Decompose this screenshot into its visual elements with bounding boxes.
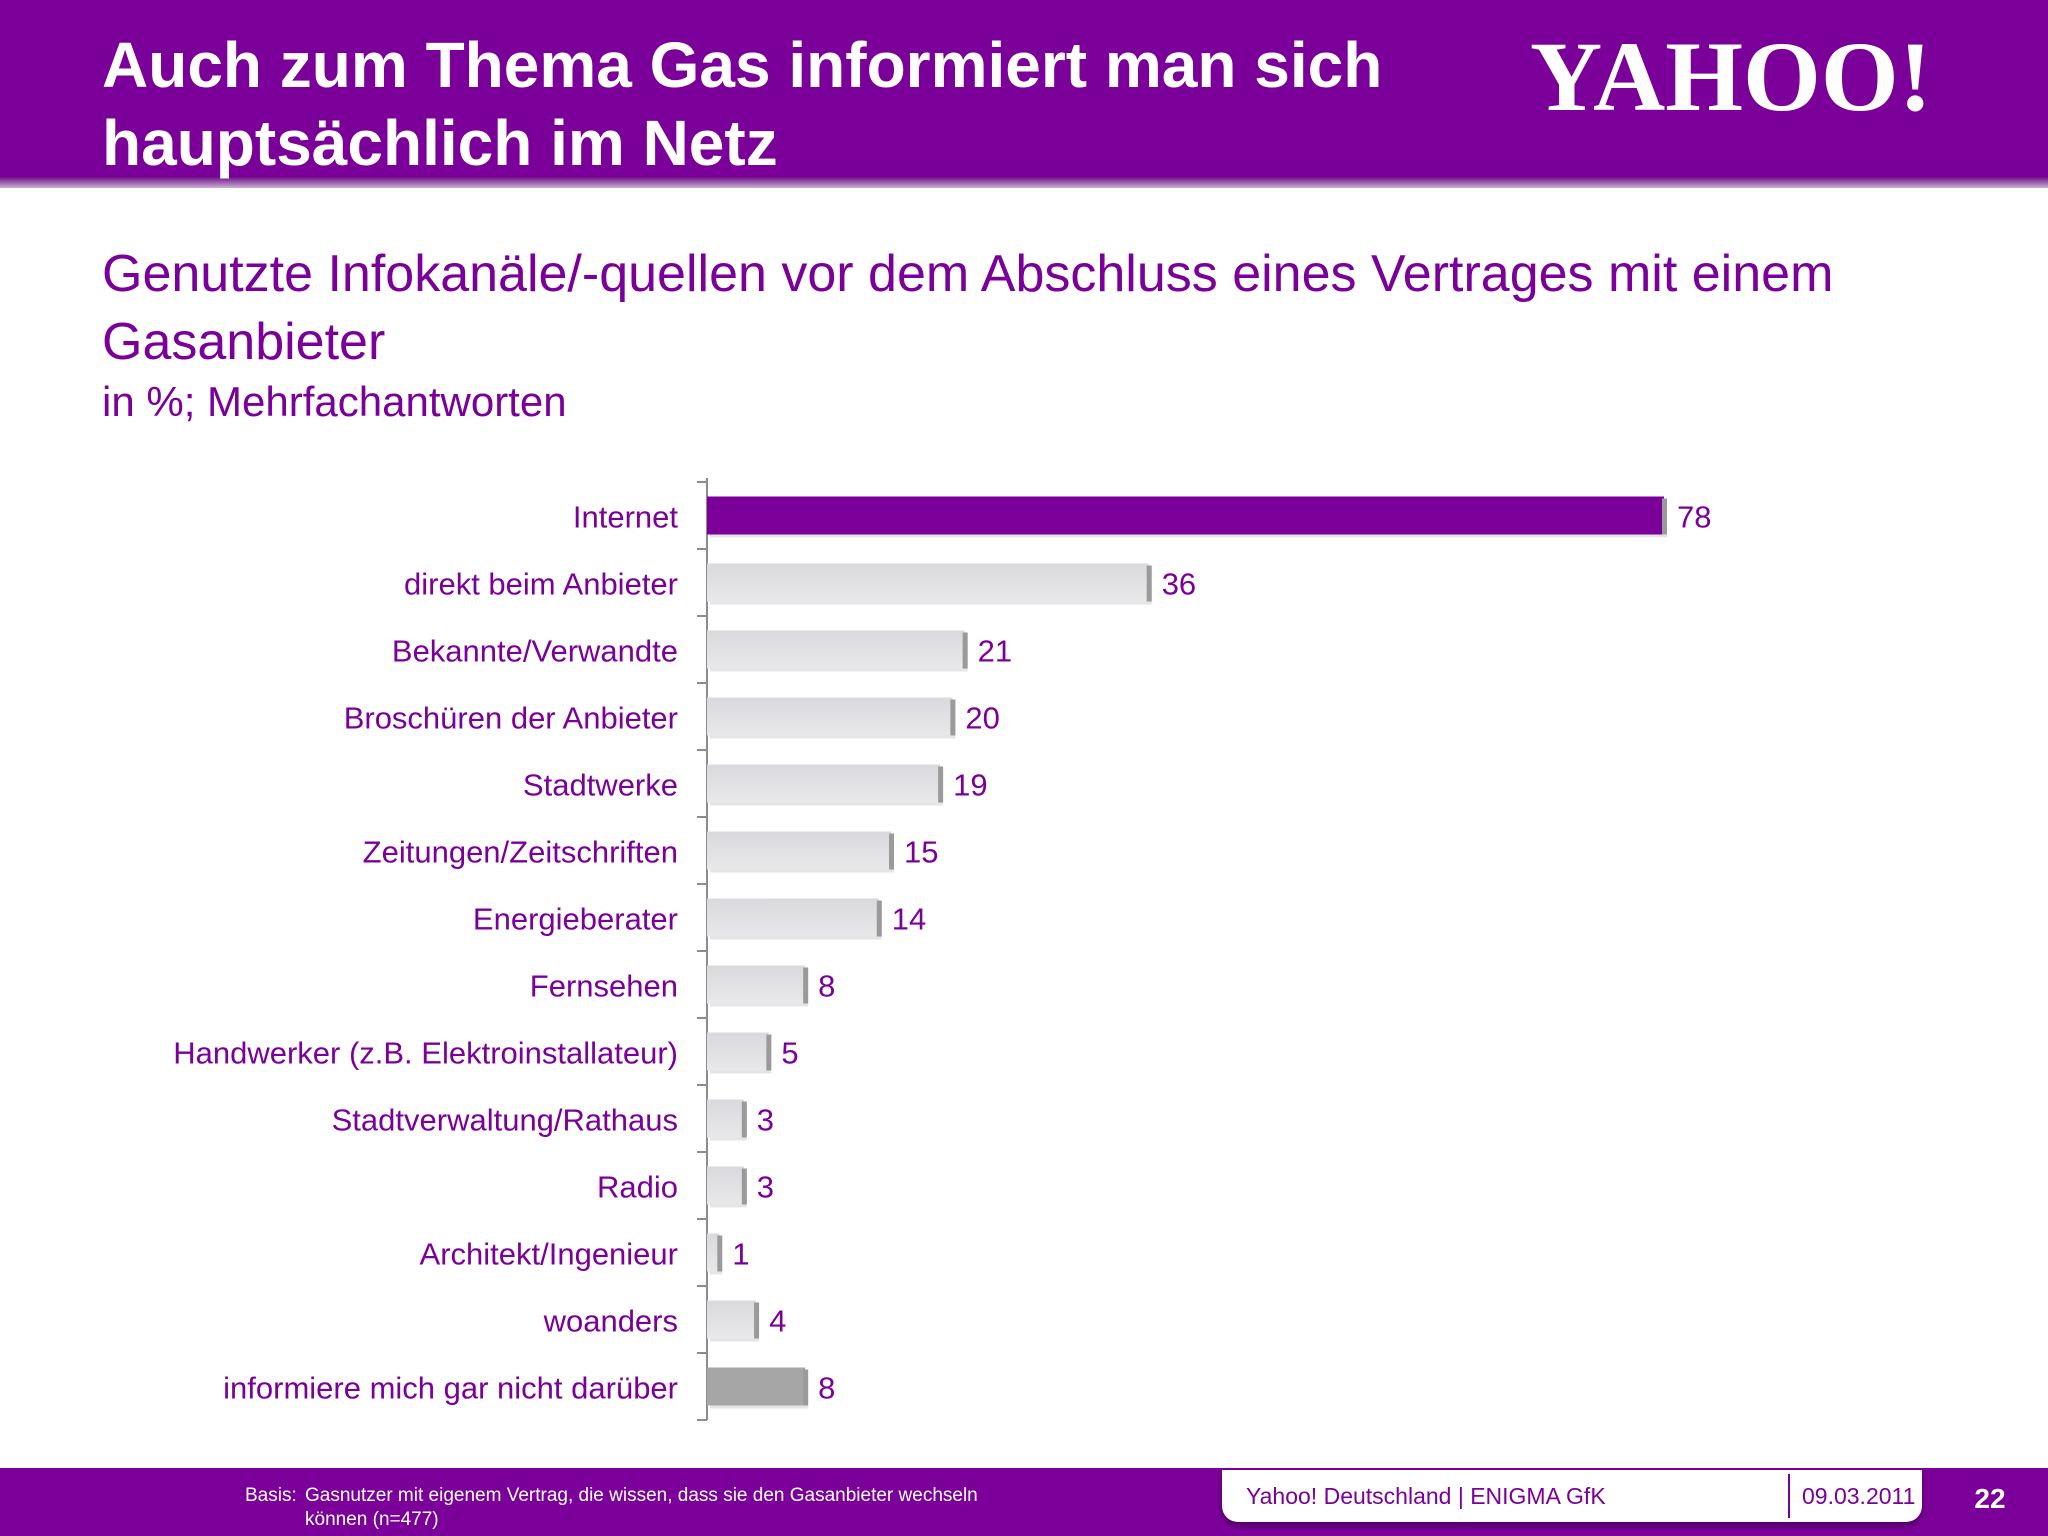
- bar-end-shade: [717, 1235, 723, 1272]
- yahoo-logo: YAHOO!: [1530, 21, 1932, 132]
- bar: [707, 697, 953, 736]
- category-label: Bekannte/Verwandte: [392, 634, 678, 669]
- bar: [707, 1166, 744, 1205]
- bar-end-shade: [754, 1302, 760, 1339]
- bar: [707, 1099, 744, 1138]
- category-label: Handwerker (z.B. Elektroinstallateur): [173, 1036, 678, 1071]
- bar-end-shade: [741, 1168, 747, 1205]
- bar-end-shade: [1662, 498, 1667, 535]
- basis-text: Gasnutzer mit eigenem Vertrag, die wisse…: [305, 1485, 978, 1530]
- bar: [707, 764, 941, 803]
- chart-subheading: in %; Mehrfachantworten: [102, 378, 567, 425]
- bar-chart: Internet 78 direkt beim Anbieter 36 Bekannte…: [173, 478, 1711, 1421]
- bar: [707, 1367, 806, 1406]
- data-label: 21: [978, 634, 1012, 669]
- page-title: Auch zum Thema Gas informiert man sich h…: [102, 29, 1383, 179]
- category-label: Zeitungen/Zeitschriften: [363, 835, 678, 870]
- data-label: 8: [818, 1371, 835, 1406]
- category-label: Internet: [573, 500, 679, 535]
- bar: [707, 831, 892, 870]
- category-label: informiere mich gar nicht darüber: [223, 1371, 678, 1406]
- chart-heading: Genutzte Infokanäle/-quellen vor dem Abs…: [102, 245, 1834, 371]
- data-label: 36: [1162, 567, 1196, 602]
- footer-company: Yahoo! Deutschland | ENIGMA GfK: [1246, 1483, 1606, 1509]
- footer-date: 09.03.2011: [1802, 1483, 1916, 1509]
- bar: [707, 563, 1149, 602]
- category-label: Stadtverwaltung/Rathaus: [332, 1103, 678, 1138]
- header-shadow: [0, 176, 2048, 188]
- data-label: 4: [769, 1304, 786, 1339]
- footer-divider: [1788, 1474, 1790, 1518]
- data-label: 3: [757, 1103, 774, 1138]
- bar: [707, 1300, 757, 1339]
- bar: [707, 1032, 769, 1071]
- category-label: Fernsehen: [530, 969, 678, 1004]
- data-label: 78: [1677, 500, 1711, 535]
- bar-end-shade: [1146, 565, 1152, 602]
- bar: [707, 898, 879, 937]
- bar-end-shade: [741, 1101, 747, 1138]
- bar-end-shade: [803, 1369, 809, 1406]
- bar-end-shade: [962, 632, 968, 669]
- bar-end-shade: [876, 900, 882, 937]
- bar-end-shade: [766, 1034, 772, 1071]
- bar: [707, 965, 806, 1004]
- footer-source-box: Yahoo! Deutschland | ENIGMA GfK 09.03.20…: [1222, 1470, 1922, 1522]
- data-label: 20: [965, 701, 999, 736]
- category-label: Broschüren der Anbieter: [344, 701, 678, 736]
- data-label: 1: [732, 1237, 749, 1272]
- category-label: direkt beim Anbieter: [404, 567, 678, 602]
- bar-end-shade: [889, 833, 895, 870]
- data-label: 3: [757, 1170, 774, 1205]
- data-label: 5: [781, 1036, 798, 1071]
- data-label: 14: [892, 902, 926, 937]
- bar-end-shade: [803, 967, 809, 1004]
- category-label: Stadtwerke: [523, 768, 678, 803]
- data-label: 8: [818, 969, 835, 1004]
- data-label: 19: [953, 768, 987, 803]
- bar: [707, 630, 965, 669]
- bar: [707, 1233, 720, 1272]
- page-number: 22: [1974, 1483, 2006, 1514]
- category-label: Energieberater: [473, 902, 678, 937]
- data-label: 15: [904, 835, 938, 870]
- bar-end-shade: [950, 699, 956, 736]
- bar: [707, 496, 1664, 535]
- category-label: woanders: [543, 1304, 678, 1339]
- category-label: Radio: [597, 1170, 678, 1205]
- basis-label: Basis:: [245, 1485, 297, 1506]
- category-label: Architekt/Ingenieur: [420, 1237, 678, 1272]
- header-bar: [0, 0, 2048, 186]
- bar-end-shade: [938, 766, 944, 803]
